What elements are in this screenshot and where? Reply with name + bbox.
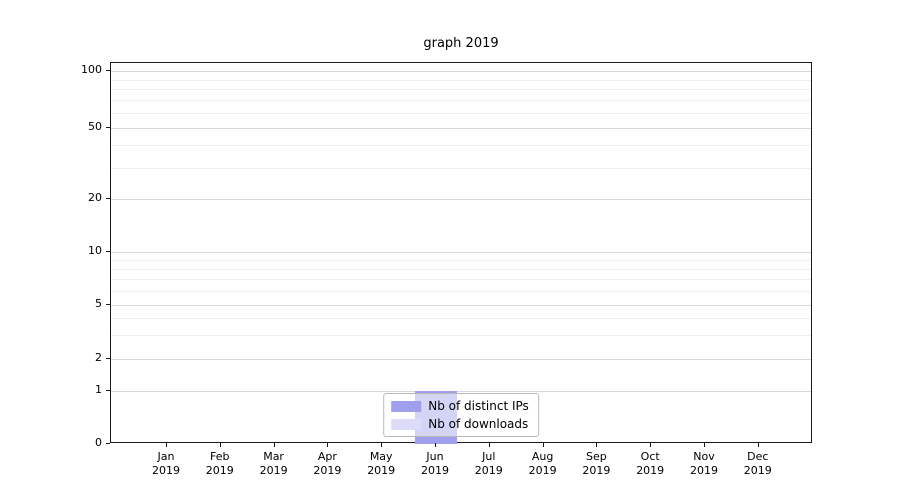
x-tick-label: Mar 2019 (259, 450, 288, 477)
y-tick-mark (106, 198, 110, 199)
x-tick-mark (219, 443, 221, 447)
legend-label: Nb of downloads (428, 417, 529, 431)
x-tick-label: Nov 2019 (690, 450, 718, 477)
minor-gridline (111, 318, 811, 320)
x-tick-mark (704, 443, 705, 447)
minor-gridline (111, 167, 811, 169)
y-tick-mark (106, 70, 110, 71)
x-tick-mark (327, 443, 329, 447)
x-tick-label: Jan 2019 (152, 450, 180, 477)
x-tick-label: Feb 2019 (205, 450, 234, 477)
y-tick-mark (106, 390, 110, 391)
chart-title: graph 2019 (423, 36, 499, 51)
x-tick-mark (166, 443, 167, 447)
y-tick-label: 10 (88, 244, 102, 257)
x-tick-label: Dec 2019 (743, 450, 772, 477)
minor-gridline (111, 89, 811, 91)
legend-swatch-icon (391, 418, 422, 430)
y-tick-mark (106, 443, 110, 444)
minor-gridline (111, 269, 811, 270)
y-tick-mark (106, 358, 110, 359)
minor-gridline (111, 145, 811, 147)
minor-gridline (111, 100, 811, 102)
minor-gridline (111, 279, 811, 281)
major-gridline (111, 128, 811, 130)
y-tick-mark (106, 127, 110, 129)
x-tick-mark (757, 443, 759, 447)
x-tick-mark (488, 443, 490, 447)
x-tick-label: Apr 2019 (313, 450, 342, 477)
y-tick-label: 0 (95, 436, 102, 449)
plot-area: Nb of distinct IPs Nb of downloads (110, 62, 812, 444)
minor-gridline (111, 335, 811, 337)
x-tick-mark (596, 443, 598, 447)
legend-item: Nb of distinct IPs (391, 399, 529, 413)
y-tick-label: 5 (95, 296, 102, 310)
major-gridline (111, 391, 811, 392)
x-tick-label: Aug 2019 (528, 450, 557, 477)
x-tick-label: Sep 2019 (582, 450, 611, 477)
major-gridline (111, 304, 811, 306)
x-tick-mark (435, 443, 436, 447)
y-tick-mark (106, 303, 110, 305)
y-tick-label: 2 (95, 351, 102, 364)
x-tick-label: Jul 2019 (474, 450, 503, 477)
major-gridline (111, 359, 811, 360)
major-gridline (111, 199, 811, 200)
x-tick-mark (650, 443, 652, 447)
x-tick-mark (542, 443, 544, 447)
minor-gridline (111, 79, 811, 81)
legend-item: Nb of downloads (391, 417, 529, 431)
x-tick-label: Oct 2019 (636, 450, 665, 477)
y-tick-mark (106, 251, 110, 252)
y-tick-label: 20 (88, 191, 102, 204)
y-tick-label: 1 (95, 383, 102, 396)
x-tick-mark (273, 443, 275, 447)
legend: Nb of distinct IPs Nb of downloads (383, 393, 539, 437)
major-gridline (111, 71, 811, 72)
x-tick-label: Jun 2019 (421, 450, 449, 477)
minor-gridline (111, 260, 811, 261)
x-tick-mark (381, 443, 383, 447)
major-gridline (111, 252, 811, 253)
legend-swatch-icon (391, 400, 422, 412)
minor-gridline (111, 113, 811, 115)
y-tick-label: 100 (81, 63, 102, 76)
y-tick-label: 50 (88, 120, 102, 134)
minor-gridline (111, 291, 811, 292)
x-tick-label: May 2019 (367, 450, 396, 477)
legend-label: Nb of distinct IPs (428, 399, 529, 413)
